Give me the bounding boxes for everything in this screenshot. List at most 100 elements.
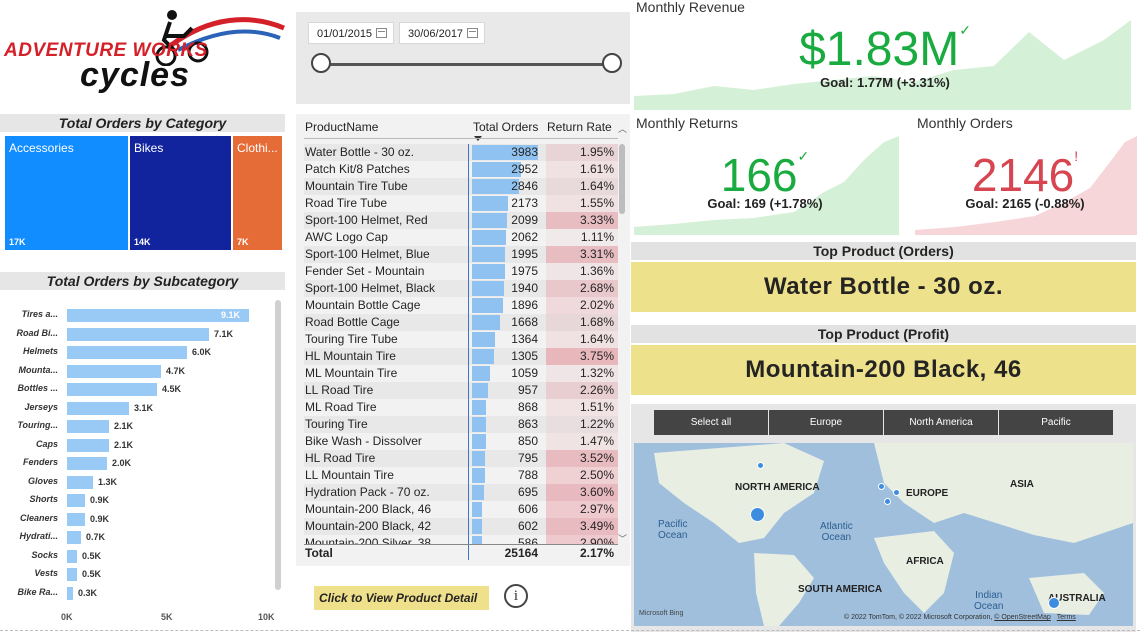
slider-end-handle[interactable] xyxy=(602,53,622,73)
map-bubble-germany[interactable] xyxy=(893,489,900,496)
subcategory-bar-row[interactable]: Jerseys 3.1K xyxy=(0,399,280,417)
table-row[interactable]: Mountain Tire Tube 2846 1.64% xyxy=(304,178,618,195)
slider-track[interactable] xyxy=(322,63,612,66)
subcategory-bar-row[interactable]: Shorts 0.9K xyxy=(0,491,280,509)
treemap-tile[interactable]: Bikes 14K xyxy=(130,136,231,250)
subcategory-bar-row[interactable]: Helmets 6.0K xyxy=(0,343,280,361)
table-row[interactable]: Mountain-200 Silver, 38 586 2.90% xyxy=(304,535,618,544)
table-row[interactable]: Road Bottle Cage 1668 1.68% xyxy=(304,314,618,331)
subcategory-bar[interactable] xyxy=(67,420,109,433)
map-bubble-uk[interactable] xyxy=(878,483,885,490)
table-row[interactable]: Hydration Pack - 70 oz. 695 3.60% xyxy=(304,484,618,501)
calendar-icon[interactable] xyxy=(467,28,478,38)
table-row[interactable]: LL Road Tire 957 2.26% xyxy=(304,382,618,399)
subcategory-bar-row[interactable]: Road Bi... 7.1K xyxy=(0,325,280,343)
table-row[interactable]: ML Road Tire 868 1.51% xyxy=(304,399,618,416)
table-row[interactable]: Touring Tire 863 1.22% xyxy=(304,416,618,433)
subcategory-bar-row[interactable]: Fenders 2.0K xyxy=(0,454,280,472)
col-header-return-rate[interactable]: Return Rate xyxy=(547,120,612,134)
subcategory-bar[interactable] xyxy=(67,364,161,378)
region-north-america-button[interactable]: North America xyxy=(884,410,998,435)
map-bubble-canada[interactable] xyxy=(757,462,764,469)
table-row[interactable]: HL Mountain Tire 1305 3.75% xyxy=(304,348,618,365)
subcategory-bar-row[interactable]: Tires a... 9.1K xyxy=(0,306,280,324)
subcategory-label: Socks xyxy=(31,549,58,560)
subcategory-bar[interactable] xyxy=(67,475,93,489)
map-bubble-france[interactable] xyxy=(884,498,891,505)
scroll-up-icon[interactable]: ︿ xyxy=(618,124,628,134)
table-row[interactable]: Mountain-200 Black, 46 606 2.97% xyxy=(304,501,618,518)
treemap-tile[interactable]: Clothi... 7K xyxy=(233,136,282,250)
table-row[interactable]: Bike Wash - Dissolver 850 1.47% xyxy=(304,433,618,450)
map-attribution: © 2022 TomTom, © 2022 Microsoft Corporat… xyxy=(844,614,1076,621)
subcategory-bar-row[interactable]: Touring... 2.1K xyxy=(0,417,280,435)
table-row[interactable]: Patch Kit/8 Patches 2952 1.61% xyxy=(304,161,618,178)
subcategory-bar[interactable] xyxy=(67,401,129,415)
table-row[interactable]: Mountain-200 Black, 42 602 3.49% xyxy=(304,518,618,535)
subcategory-bar-row[interactable]: Mounta... 4.7K xyxy=(0,362,280,380)
table-row[interactable]: Touring Tire Tube 1364 1.64% xyxy=(304,331,618,348)
table-row[interactable]: Sport-100 Helmet, Blue 1995 3.31% xyxy=(304,246,618,263)
osm-link[interactable]: © OpenStreetMap xyxy=(994,614,1051,621)
return-rate-cell: 1.95% xyxy=(546,144,618,161)
info-icon[interactable]: i xyxy=(504,584,528,608)
total-orders-cell: 1995 xyxy=(511,247,538,261)
map-bubble-australia[interactable] xyxy=(1048,597,1060,609)
region-pacific-button[interactable]: Pacific xyxy=(999,410,1113,435)
table-row[interactable]: HL Road Tire 795 3.52% xyxy=(304,450,618,467)
col-header-orders[interactable]: Total Orders xyxy=(473,120,539,134)
subcategory-bar[interactable] xyxy=(67,457,107,470)
region-select-all-button[interactable]: Select all xyxy=(654,410,768,435)
subcategory-value-label: 0.7K xyxy=(86,532,106,542)
treemap-tile[interactable]: Accessories 17K xyxy=(5,136,128,250)
scrollbar-thumb[interactable] xyxy=(619,144,625,214)
subcategory-bar[interactable] xyxy=(67,568,77,581)
subcategory-bar[interactable] xyxy=(67,327,209,341)
terms-link[interactable]: Terms xyxy=(1056,614,1076,621)
subcategory-bar[interactable] xyxy=(67,586,73,600)
product-name-cell: Mountain Bottle Cage xyxy=(305,298,421,312)
view-product-detail-button[interactable]: Click to View Product Detail xyxy=(314,586,489,610)
subcategory-bar-row[interactable]: Hydrati... 0.7K xyxy=(0,528,280,546)
table-row[interactable]: Road Tire Tube 2173 1.55% xyxy=(304,195,618,212)
return-rate-cell: 3.49% xyxy=(546,518,618,535)
table-row[interactable]: Mountain Bottle Cage 1896 2.02% xyxy=(304,297,618,314)
subcategory-scrollbar[interactable] xyxy=(275,300,281,590)
subcategory-bar[interactable] xyxy=(67,531,81,544)
subcategory-bar[interactable] xyxy=(67,494,85,507)
table-row[interactable]: ML Mountain Tire 1059 1.32% xyxy=(304,365,618,382)
table-row[interactable]: Sport-100 Helmet, Black 1940 2.68% xyxy=(304,280,618,297)
total-orders-cell: 3983 xyxy=(511,145,538,159)
table-row[interactable]: Fender Set - Mountain 1975 1.36% xyxy=(304,263,618,280)
subcategory-bar[interactable] xyxy=(67,438,109,452)
subcategory-bar[interactable] xyxy=(67,549,77,563)
table-row[interactable]: Water Bottle - 30 oz. 3983 1.95% xyxy=(304,144,618,161)
table-scrollbar[interactable]: ︿ ﹀ xyxy=(618,122,628,544)
world-map[interactable]: NORTH AMERICA EUROPE ASIA AFRICA SOUTH A… xyxy=(634,443,1133,626)
subcategory-bar[interactable] xyxy=(67,512,85,526)
subcategory-bar-row[interactable]: Bike Ra... 0.3K xyxy=(0,584,280,602)
start-date-input[interactable]: 01/01/2015 xyxy=(308,22,394,44)
subcategory-bar[interactable] xyxy=(67,383,157,396)
subcategory-bar-chart[interactable]: Tires a... 9.1K Road Bi... 7.1K Helmets 6.0K M… xyxy=(0,298,285,628)
subcategory-bar-row[interactable]: Bottles ... 4.5K xyxy=(0,380,280,398)
calendar-icon[interactable] xyxy=(376,28,387,38)
subcategory-bar-row[interactable]: Cleaners 0.9K xyxy=(0,510,280,528)
slider-start-handle[interactable] xyxy=(311,53,331,73)
table-row[interactable]: AWC Logo Cap 2062 1.11% xyxy=(304,229,618,246)
subcategory-bar[interactable] xyxy=(67,309,249,322)
col-header-product[interactable]: ProductName xyxy=(305,120,379,134)
scroll-down-icon[interactable]: ﹀ xyxy=(618,534,628,544)
subcategory-bar[interactable] xyxy=(67,346,187,359)
map-bubble-usa[interactable] xyxy=(750,507,765,522)
subcategory-bar-row[interactable]: Socks 0.5K xyxy=(0,547,280,565)
end-date-input[interactable]: 30/06/2017 xyxy=(399,22,485,44)
table-row[interactable]: LL Mountain Tire 788 2.50% xyxy=(304,467,618,484)
table-body[interactable]: Water Bottle - 30 oz. 3983 1.95% Patch Kit/… xyxy=(296,144,630,544)
region-europe-button[interactable]: Europe xyxy=(769,410,883,435)
subcategory-bar-row[interactable]: Gloves 1.3K xyxy=(0,473,280,491)
subcategory-bar-row[interactable]: Vests 0.5K xyxy=(0,565,280,583)
subcategory-bar-row[interactable]: Caps 2.1K xyxy=(0,436,280,454)
map-copyright: © 2022 TomTom, © 2022 Microsoft Corporat… xyxy=(844,614,993,621)
table-row[interactable]: Sport-100 Helmet, Red 2099 3.33% xyxy=(304,212,618,229)
